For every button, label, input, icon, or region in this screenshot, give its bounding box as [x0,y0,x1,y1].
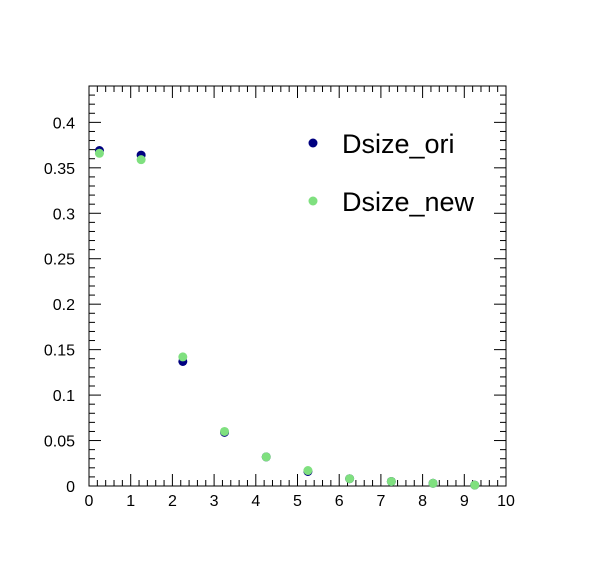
axis-ticks [88,85,507,487]
x-tick-label: 0 [85,493,94,510]
data-point [178,352,188,362]
y-tick-label: 0 [66,479,75,496]
legend-label: Dsize_ori [342,129,455,159]
x-tick-label: 7 [376,493,385,510]
x-tick-label: 6 [335,493,344,510]
y-tick-label: 0.15 [44,343,75,360]
y-tick-labels: 0 0.05 0.1 0.15 0.2 0.25 0.3 0.35 0.4 [44,115,75,496]
legend-marker [308,196,318,206]
data-points [94,146,480,490]
data-point [303,466,313,476]
y-tick-label: 0.35 [44,161,75,178]
legend: Dsize_ori Dsize_new [308,129,475,217]
legend-marker [308,138,318,148]
data-point [345,474,355,484]
data-point [428,478,438,488]
y-tick-label: 0.2 [53,297,75,314]
y-tick-label: 0.4 [53,115,75,132]
data-point [136,155,146,165]
y-tick-label: 0.1 [53,388,75,405]
x-tick-label: 2 [168,493,177,510]
x-tick-label: 3 [210,493,219,510]
x-tick-label: 1 [126,493,135,510]
y-tick-label: 0.25 [44,252,75,269]
x-tick-label: 10 [497,493,515,510]
y-tick-label: 0.3 [53,206,75,223]
legend-label: Dsize_new [342,187,475,217]
data-point [386,476,396,486]
y-tick-label: 0.05 [44,434,75,451]
data-point [220,426,230,436]
data-point [470,480,480,490]
x-tick-label: 4 [251,493,260,510]
data-point [94,148,104,158]
data-point [261,452,271,462]
x-tick-label: 9 [460,493,469,510]
x-tick-label: 5 [293,493,302,510]
x-tick-labels: 0 1 2 3 4 5 6 7 8 9 10 [85,493,515,510]
x-tick-label: 8 [418,493,427,510]
